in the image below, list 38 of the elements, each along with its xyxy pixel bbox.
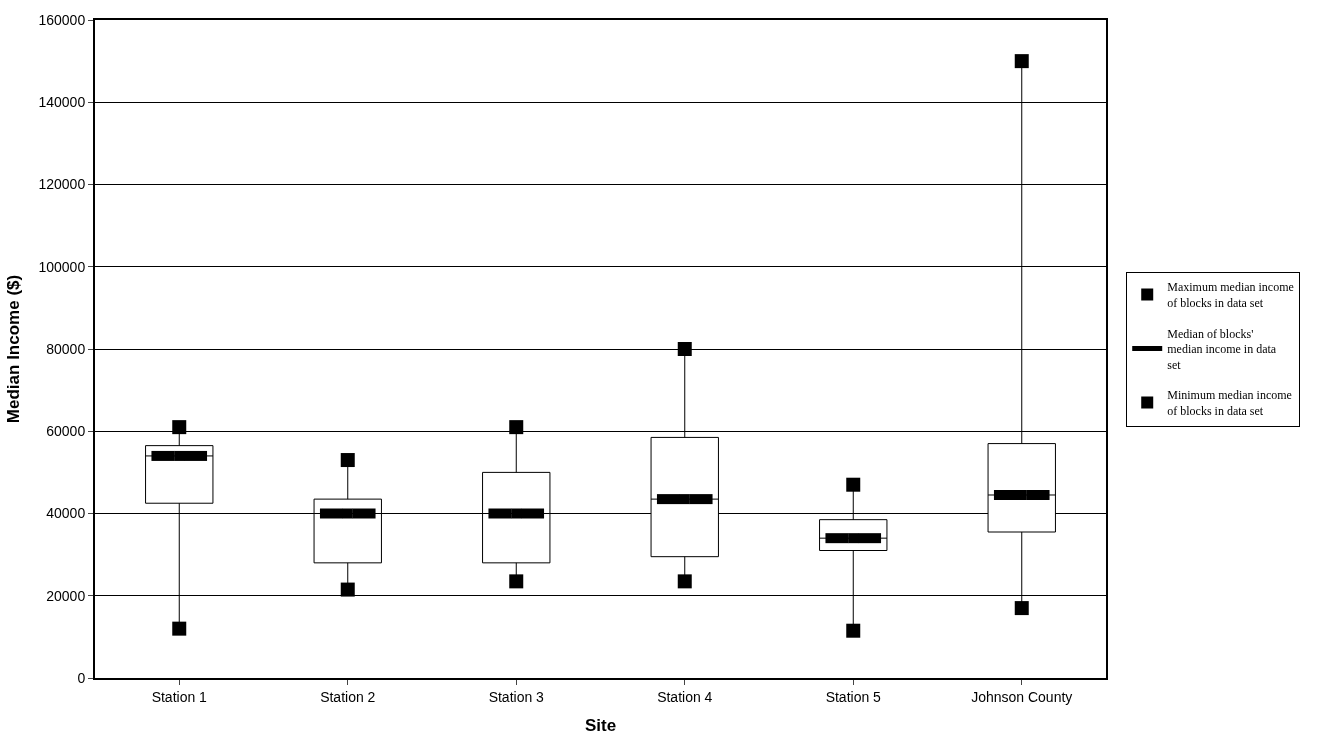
x-tick-label: Johnson County [971, 688, 1073, 705]
point [677, 574, 692, 589]
y-tick-label: 120000 [38, 176, 86, 193]
legend-label: Minimum median income of blocks in data set [1167, 388, 1292, 419]
legend-label: Median of blocks' median income in data set [1167, 326, 1277, 372]
point [846, 477, 861, 492]
y-tick-label: 160000 [38, 11, 86, 28]
y-tick-label: 40000 [46, 505, 86, 522]
y-tick-label: 140000 [38, 94, 86, 111]
y-axis-title: Median Income ($) [3, 274, 23, 424]
point [677, 342, 692, 356]
x-tick-label: Station 5 [825, 688, 882, 705]
y-tick-label: 0 [77, 669, 86, 686]
y-tick-label: 80000 [46, 340, 86, 357]
point [509, 420, 524, 435]
x-tick-label: Station 4 [657, 688, 713, 705]
point [846, 623, 861, 638]
y-tick-label: 60000 [46, 423, 86, 440]
point [340, 582, 355, 597]
x-tick-label: Station 2 [320, 688, 376, 705]
point [174, 450, 185, 461]
point [172, 420, 187, 435]
point [679, 494, 690, 505]
point [511, 508, 522, 519]
point [172, 621, 187, 636]
x-axis-title: Site [584, 715, 617, 735]
y-tick-label: 100000 [38, 258, 86, 275]
y-tick-label: 20000 [46, 587, 86, 604]
legend-label: Maximum median income of blocks in data set [1167, 280, 1294, 311]
x-tick-label: Station 3 [488, 688, 545, 705]
point [340, 453, 355, 468]
point [1016, 489, 1027, 500]
point [342, 508, 353, 519]
point [1014, 54, 1029, 69]
point [848, 533, 859, 544]
point [509, 574, 524, 589]
x-tick-label: Station 1 [151, 688, 208, 705]
point [1014, 601, 1029, 616]
